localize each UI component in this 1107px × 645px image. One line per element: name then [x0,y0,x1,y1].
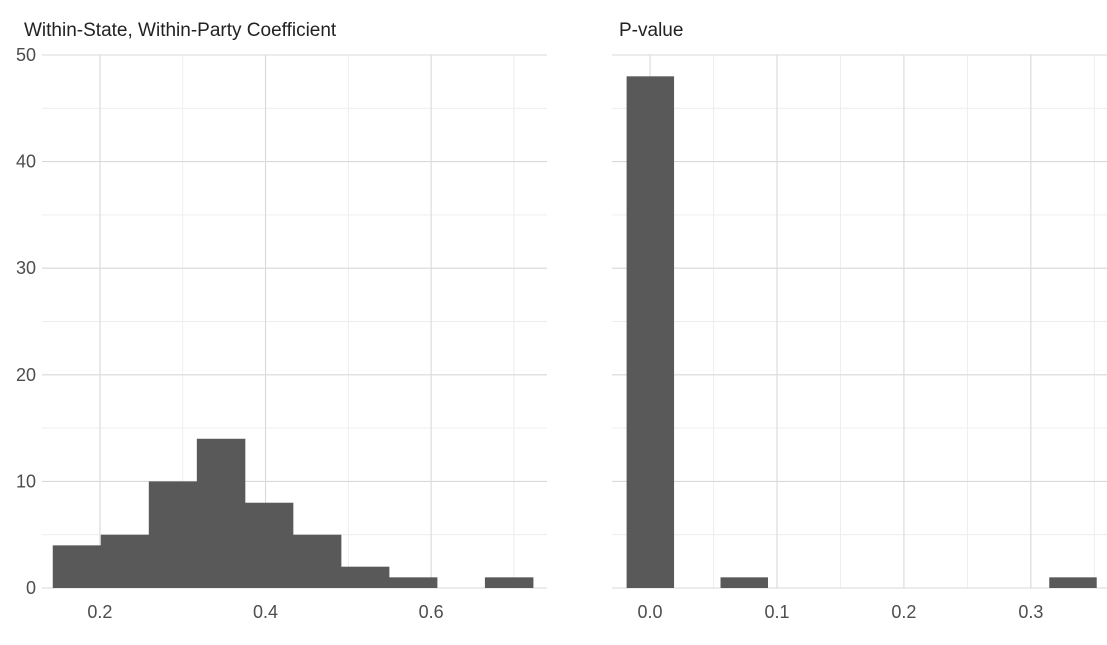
y-tick-label: 10 [16,471,36,491]
y-tick-label: 40 [16,152,36,172]
panel-title: Within-State, Within-Party Coefficient [24,20,337,41]
histogram-bar [626,76,675,588]
y-tick-label: 20 [16,365,36,385]
histogram-bar [244,502,294,588]
histogram-bar [388,577,438,588]
histogram-bar [100,534,150,588]
y-tick-label: 50 [16,45,36,65]
x-tick-label: 0.2 [891,602,916,622]
x-tick-label: 0.3 [1018,602,1043,622]
p-value-histogram-panel: P-value 0.0 0.1 0.2 0.3 [612,20,1107,622]
x-tick-label: 0.6 [419,602,444,622]
histogram-bar [1049,577,1097,588]
coefficient-histogram-panel: Within-State, Within-Party Coefficient 0.… [16,20,547,622]
y-tick-label: 30 [16,258,36,278]
x-tick-label: 0.2 [87,602,112,622]
x-tick-label: 0.4 [253,602,278,622]
histogram-bar [292,534,342,588]
x-tick-label: 0.0 [638,602,663,622]
histogram-bar [720,577,768,588]
panel-title: P-value [619,20,683,41]
histogram-bar [340,566,390,588]
histogram-bar [484,577,534,588]
histogram-bar [148,481,198,588]
histogram-bar [196,438,246,588]
x-tick-label: 0.1 [764,602,789,622]
y-tick-label: 0 [26,578,36,598]
histogram-bar [52,545,102,588]
